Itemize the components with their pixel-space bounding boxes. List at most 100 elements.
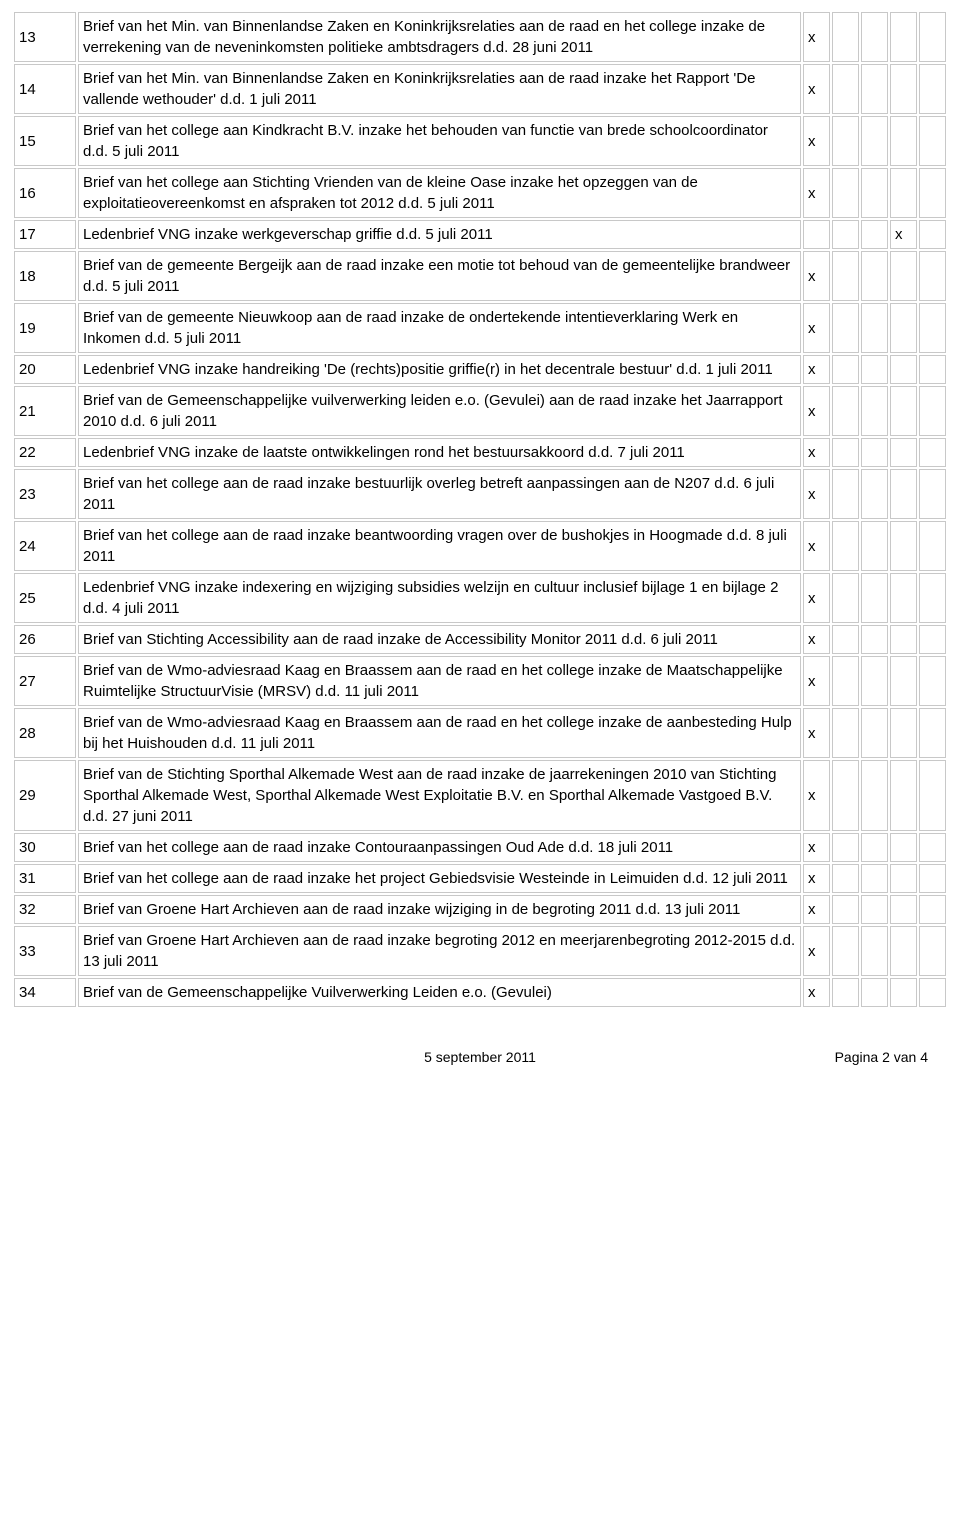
row-number: 30: [14, 833, 76, 862]
mark-cell-5: [919, 864, 946, 893]
row-number: 13: [14, 12, 76, 62]
mark-cell-5: [919, 386, 946, 436]
row-number: 28: [14, 708, 76, 758]
mark-cell-3: [861, 251, 888, 301]
mark-cell-2: [832, 760, 859, 831]
footer-page: Pagina 2 van 4: [835, 1049, 928, 1065]
mark-cell-3: [861, 833, 888, 862]
mark-cell-4: [890, 355, 917, 384]
mark-cell-1: x: [803, 708, 830, 758]
mark-cell-5: [919, 760, 946, 831]
mark-cell-3: [861, 116, 888, 166]
mark-cell-1: x: [803, 438, 830, 467]
mark-cell-5: [919, 708, 946, 758]
mark-cell-4: [890, 573, 917, 623]
mark-cell-1: [803, 220, 830, 249]
row-description: Brief van Stichting Accessibility aan de…: [78, 625, 801, 654]
mark-cell-1: x: [803, 978, 830, 1007]
table-row: 30Brief van het college aan de raad inza…: [14, 833, 946, 862]
mark-cell-4: [890, 864, 917, 893]
table-row: 29Brief van de Stichting Sporthal Alkema…: [14, 760, 946, 831]
mark-cell-5: [919, 656, 946, 706]
row-description: Brief van Groene Hart Archieven aan de r…: [78, 926, 801, 976]
table-row: 19Brief van de gemeente Nieuwkoop aan de…: [14, 303, 946, 353]
table-row: 24Brief van het college aan de raad inza…: [14, 521, 946, 571]
mark-cell-4: [890, 521, 917, 571]
row-description: Brief van de Gemeenschappelijke Vuilverw…: [78, 978, 801, 1007]
mark-cell-5: [919, 220, 946, 249]
mark-cell-4: [890, 438, 917, 467]
mark-cell-3: [861, 469, 888, 519]
mark-cell-2: [832, 116, 859, 166]
mark-cell-3: [861, 303, 888, 353]
mark-cell-4: [890, 303, 917, 353]
mark-cell-4: [890, 656, 917, 706]
row-description: Brief van het college aan de raad inzake…: [78, 864, 801, 893]
mark-cell-2: [832, 64, 859, 114]
row-description: Ledenbrief VNG inzake werkgeverschap gri…: [78, 220, 801, 249]
mark-cell-2: [832, 573, 859, 623]
mark-cell-1: x: [803, 926, 830, 976]
row-description: Brief van de gemeente Nieuwkoop aan de r…: [78, 303, 801, 353]
row-number: 20: [14, 355, 76, 384]
mark-cell-4: [890, 833, 917, 862]
mark-cell-4: x: [890, 220, 917, 249]
mark-cell-4: [890, 469, 917, 519]
mark-cell-2: [832, 926, 859, 976]
mark-cell-5: [919, 64, 946, 114]
row-number: 17: [14, 220, 76, 249]
table-row: 34Brief van de Gemeenschappelijke Vuilve…: [14, 978, 946, 1007]
mark-cell-5: [919, 625, 946, 654]
mark-cell-1: x: [803, 656, 830, 706]
mark-cell-3: [861, 656, 888, 706]
mark-cell-5: [919, 469, 946, 519]
mark-cell-1: x: [803, 760, 830, 831]
mark-cell-2: [832, 12, 859, 62]
row-number: 29: [14, 760, 76, 831]
table-body: 13Brief van het Min. van Binnenlandse Za…: [14, 12, 946, 1007]
mark-cell-2: [832, 386, 859, 436]
mark-cell-1: x: [803, 116, 830, 166]
mark-cell-2: [832, 625, 859, 654]
row-description: Brief van het college aan de raad inzake…: [78, 833, 801, 862]
row-description: Brief van de gemeente Bergeijk aan de ra…: [78, 251, 801, 301]
row-description: Ledenbrief VNG inzake indexering en wijz…: [78, 573, 801, 623]
row-description: Brief van de Wmo-adviesraad Kaag en Braa…: [78, 708, 801, 758]
table-row: 14Brief van het Min. van Binnenlandse Za…: [14, 64, 946, 114]
mark-cell-2: [832, 833, 859, 862]
row-number: 25: [14, 573, 76, 623]
mark-cell-3: [861, 386, 888, 436]
mark-cell-3: [861, 220, 888, 249]
mark-cell-2: [832, 355, 859, 384]
mark-cell-3: [861, 521, 888, 571]
mark-cell-5: [919, 168, 946, 218]
row-description: Brief van de Stichting Sporthal Alkemade…: [78, 760, 801, 831]
row-number: 14: [14, 64, 76, 114]
mark-cell-4: [890, 12, 917, 62]
mark-cell-3: [861, 168, 888, 218]
row-number: 32: [14, 895, 76, 924]
table-row: 27Brief van de Wmo-adviesraad Kaag en Br…: [14, 656, 946, 706]
table-row: 26Brief van Stichting Accessibility aan …: [14, 625, 946, 654]
mark-cell-4: [890, 760, 917, 831]
mark-cell-5: [919, 355, 946, 384]
mark-cell-2: [832, 469, 859, 519]
mark-cell-1: x: [803, 625, 830, 654]
mark-cell-2: [832, 303, 859, 353]
table-row: 25Ledenbrief VNG inzake indexering en wi…: [14, 573, 946, 623]
row-description: Ledenbrief VNG inzake handreiking 'De (r…: [78, 355, 801, 384]
mark-cell-5: [919, 438, 946, 467]
row-description: Ledenbrief VNG inzake de laatste ontwikk…: [78, 438, 801, 467]
mark-cell-4: [890, 386, 917, 436]
row-number: 19: [14, 303, 76, 353]
row-number: 23: [14, 469, 76, 519]
mark-cell-2: [832, 864, 859, 893]
mark-cell-3: [861, 625, 888, 654]
row-number: 21: [14, 386, 76, 436]
mark-cell-2: [832, 978, 859, 1007]
mark-cell-5: [919, 833, 946, 862]
mark-cell-3: [861, 12, 888, 62]
mark-cell-1: x: [803, 251, 830, 301]
mark-cell-5: [919, 895, 946, 924]
mark-cell-3: [861, 864, 888, 893]
